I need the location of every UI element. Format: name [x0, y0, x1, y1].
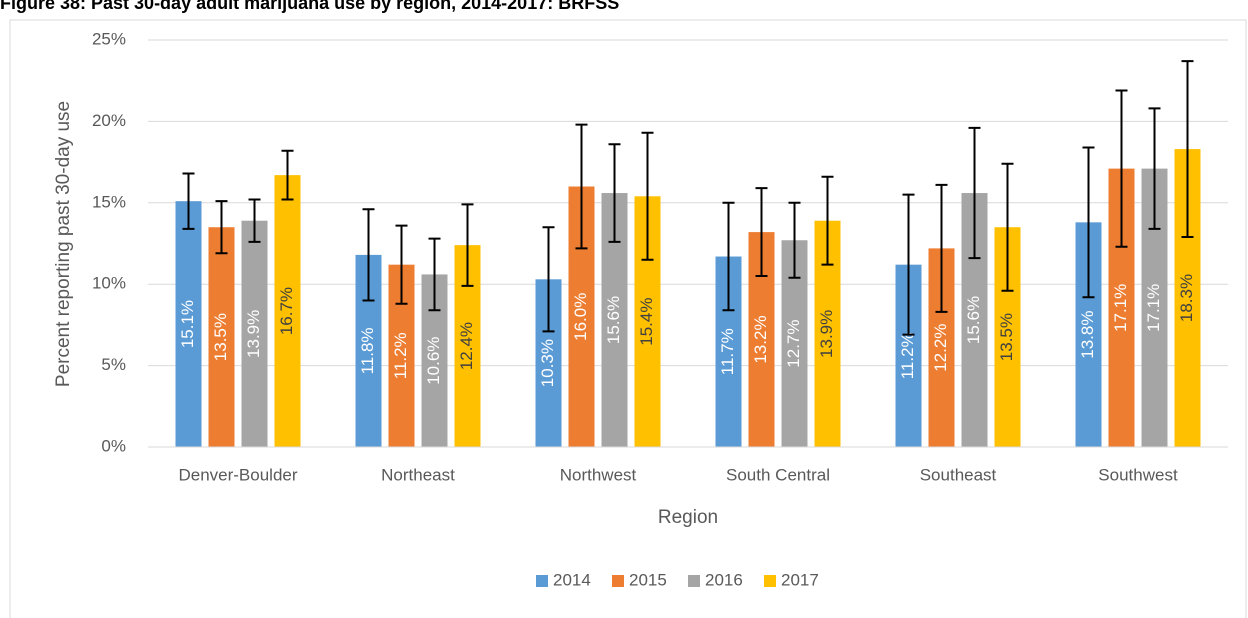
error-bar: [755, 187, 768, 278]
value-label: 13.9%: [244, 310, 263, 358]
legend-label: 2014: [553, 570, 591, 589]
error-bar: [1001, 162, 1014, 292]
value-label: 15.1%: [178, 300, 197, 348]
error-bar: [1082, 146, 1095, 299]
legend-label: 2017: [781, 570, 819, 589]
error-bar: [428, 237, 441, 312]
error-bar: [215, 200, 228, 255]
value-label: 15.6%: [604, 296, 623, 344]
value-label: 16.0%: [571, 293, 590, 341]
value-label: 11.7%: [718, 328, 737, 375]
y-tick-label: 25%: [92, 29, 126, 48]
error-bar: [902, 193, 915, 336]
legend-label: 2016: [705, 570, 743, 589]
error-bar: [968, 126, 981, 260]
value-label: 13.2%: [751, 315, 770, 363]
chart-frame: [9, 19, 1247, 618]
bar: [274, 175, 301, 447]
y-tick-label: 5%: [101, 355, 126, 374]
error-bar: [281, 149, 294, 201]
value-label: 13.8%: [1078, 311, 1097, 359]
value-label: 11.2%: [898, 332, 917, 379]
error-bar: [362, 208, 375, 302]
error-bar: [1115, 89, 1128, 248]
bar: [241, 220, 268, 447]
error-bar: [1181, 60, 1194, 238]
error-bar: [722, 201, 735, 312]
error-bar: [248, 198, 261, 243]
y-tick-label: 10%: [92, 274, 126, 293]
value-label: 15.4%: [637, 298, 656, 346]
value-label: 12.7%: [784, 320, 803, 368]
x-tick-label: Southwest: [1098, 465, 1178, 484]
error-bar: [821, 175, 834, 266]
chart-title: Figure 38: Past 30-day adult marijuana u…: [0, 0, 619, 13]
error-bar: [608, 143, 621, 243]
error-bar: [641, 131, 654, 261]
legend-swatch: [688, 575, 700, 587]
error-bar: [395, 224, 408, 305]
value-label: 16.7%: [277, 287, 296, 335]
bar: [208, 227, 235, 447]
error-bar: [182, 172, 195, 230]
value-label: 11.8%: [358, 327, 377, 374]
x-tick-label: Denver-Boulder: [178, 465, 297, 484]
error-bar: [788, 201, 801, 279]
bar: [175, 201, 202, 447]
error-bar: [542, 226, 555, 333]
value-label: 13.9%: [817, 310, 836, 358]
value-label: 13.5%: [211, 313, 230, 361]
y-tick-label: 20%: [92, 111, 126, 130]
legend-swatch: [612, 575, 624, 587]
value-label: 12.2%: [931, 324, 950, 372]
error-bar: [935, 183, 948, 313]
value-label: 11.2%: [391, 332, 410, 379]
value-label: 17.1%: [1144, 284, 1163, 332]
value-label: 18.3%: [1177, 274, 1196, 322]
y-tick-label: 0%: [101, 436, 126, 455]
error-bar: [461, 203, 474, 287]
value-label: 15.6%: [964, 296, 983, 344]
legend-swatch: [536, 575, 548, 587]
y-axis-title: Percent reporting past 30-day use: [53, 101, 74, 387]
x-tick-label: South Central: [726, 465, 830, 484]
value-label: 13.5%: [997, 313, 1016, 361]
legend-swatch: [764, 575, 776, 587]
x-tick-label: Northeast: [381, 465, 455, 484]
value-label: 17.1%: [1111, 284, 1130, 332]
value-label: 12.4%: [457, 322, 476, 370]
x-tick-label: Northwest: [560, 465, 637, 484]
value-label: 10.6%: [424, 337, 443, 385]
x-tick-label: Southeast: [920, 465, 997, 484]
value-label: 10.3%: [538, 339, 557, 387]
x-axis-title: Region: [658, 507, 718, 528]
y-tick-label: 15%: [92, 192, 126, 211]
legend-label: 2015: [629, 570, 667, 589]
error-bar: [575, 123, 588, 250]
error-bar: [1148, 107, 1161, 230]
